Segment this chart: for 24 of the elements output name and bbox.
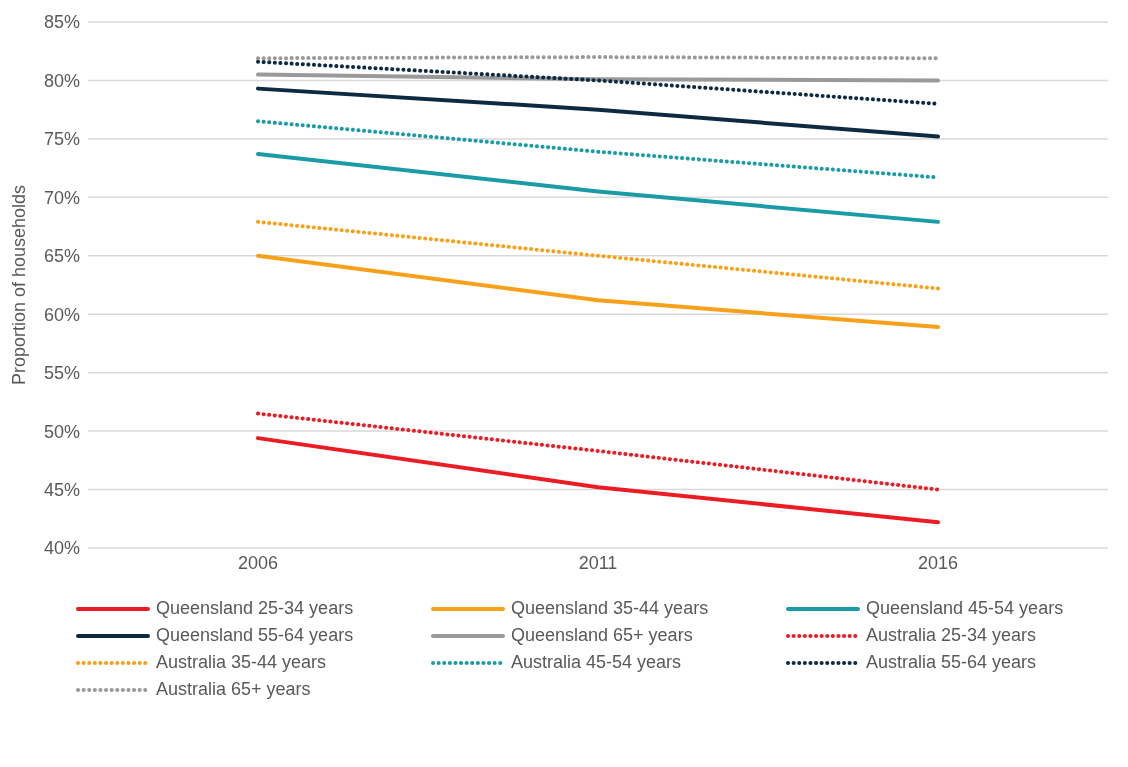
legend-label: Australia 55-64 years: [866, 652, 1037, 673]
y-axis-title: Proportion of households: [9, 184, 30, 386]
y-tick-label: 65%: [43, 246, 80, 267]
legend-label: Australia 45-54 years: [511, 652, 682, 673]
legend-label: Queensland 25-34 years: [156, 598, 354, 619]
y-tick-label: 75%: [43, 129, 80, 150]
legend-label: Queensland 35-44 years: [511, 598, 709, 619]
y-tick-label: 85%: [43, 12, 80, 33]
legend-label: Queensland 45-54 years: [866, 598, 1064, 619]
y-tick-label: 70%: [43, 187, 80, 208]
y-tick-label: 45%: [43, 479, 80, 500]
legend-label: Queensland 65+ years: [511, 625, 693, 646]
y-tick-label: 40%: [43, 538, 80, 559]
y-tick-label: 60%: [43, 304, 80, 325]
y-tick-label: 55%: [43, 363, 80, 384]
x-tick-label: 2006: [237, 552, 279, 573]
y-tick-label: 50%: [43, 421, 80, 442]
x-tick-label: 2016: [917, 552, 959, 573]
legend-label: Australia 25-34 years: [866, 625, 1037, 646]
y-tick-label: 80%: [43, 70, 80, 91]
legend-label: Australia 35-44 years: [156, 652, 327, 673]
x-tick-label: 2011: [578, 552, 618, 573]
legend-label: Queensland 55-64 years: [156, 625, 354, 646]
legend-label: Australia 65+ years: [156, 679, 311, 700]
